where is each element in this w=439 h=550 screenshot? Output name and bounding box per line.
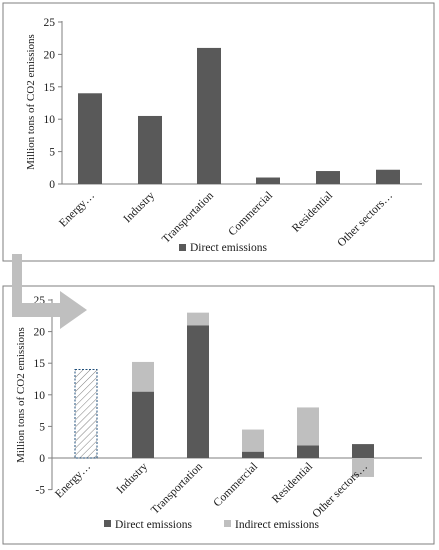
chart-top-legend-swatch [179, 244, 186, 251]
chart-bottom-legend-label-indirect: Indirect emissions [235, 519, 320, 531]
chart-bottom-y-tick-label: 20 [34, 327, 46, 339]
chart-bottom-y-ticks: -5 0 5 10 15 20 25 [34, 295, 52, 497]
chart-bottom-y-tick-label: 10 [34, 390, 46, 402]
chart-top-y-tick-label: 5 [49, 147, 55, 159]
chart-bottom-bar-indirect [297, 407, 319, 446]
chart-top-bar-direct [197, 47, 221, 184]
chart-top-y-tick-label: 0 [49, 179, 55, 191]
chart-bottom-y-tick-label: -5 [35, 485, 45, 497]
chart-top-bar-direct [316, 171, 340, 184]
chart-bottom-legend: Direct emissions Indirect emissions [104, 519, 320, 531]
chart-top-legend: Direct emissions [179, 242, 267, 254]
chart-bottom-bar-indirect [352, 458, 374, 477]
chart-top-bar-direct [138, 115, 162, 184]
chart-bottom-bar-direct [187, 325, 209, 458]
chart-bottom-y-tick-label: 0 [39, 453, 45, 465]
chart-bottom-bar-direct [242, 451, 264, 458]
connector-arrow [12, 254, 87, 329]
chart-bottom-legend-swatch-direct [104, 520, 111, 527]
chart-top-bars [78, 47, 400, 184]
chart-bottom-y-axis-label: Million tons of CO2 emissions [15, 327, 27, 463]
chart-top-bar-direct [256, 177, 280, 184]
chart-bottom-bar-indirect [132, 361, 154, 392]
chart-bottom-bar-direct [74, 369, 98, 459]
chart-top-y-tick-label: 20 [44, 49, 56, 61]
chart-bottom-y-tick-label: 15 [34, 358, 46, 370]
chart-bottom-bar-direct [352, 444, 374, 458]
chart-top-legend-label: Direct emissions [190, 242, 267, 254]
chart-bottom-bar-indirect [242, 429, 264, 452]
chart-bottom-y-tick-label: 25 [34, 295, 46, 307]
chart-top-y-tick-label: 15 [44, 82, 56, 94]
chart-bottom-y-tick-label: 5 [39, 421, 45, 433]
chart-bottom-bar-indirect [187, 312, 209, 326]
chart-top-bar-direct [376, 169, 400, 184]
chart-top-y-axis-label: Million tons of CO2 emissions [25, 34, 37, 170]
chart-top-bar-direct [78, 93, 102, 184]
chart-bottom-legend-label-direct: Direct emissions [115, 519, 192, 531]
chart-bottom-legend-swatch-indirect [224, 520, 231, 527]
chart-bottom-bar-direct [297, 445, 319, 458]
chart-top-y-tick-label: 10 [44, 114, 56, 126]
chart-bottom-bars [74, 312, 374, 477]
chart-top-y-ticks: 0 5 10 15 20 25 [44, 17, 62, 191]
chart-top-y-tick-label: 25 [44, 17, 56, 29]
chart-bottom-bar-direct [132, 391, 154, 458]
